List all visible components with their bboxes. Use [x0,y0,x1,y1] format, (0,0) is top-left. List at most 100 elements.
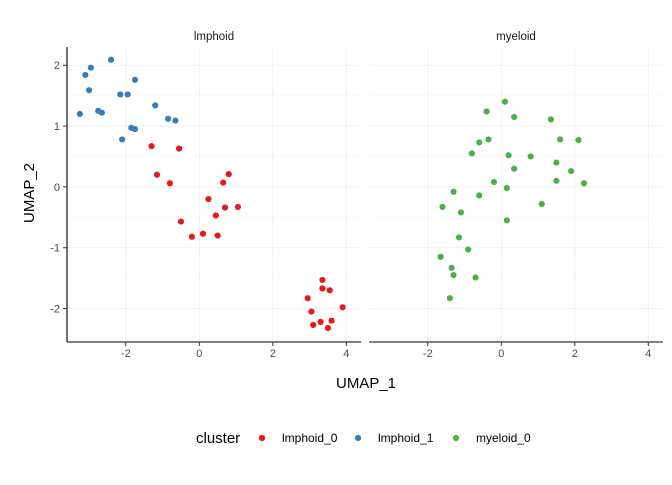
y-tick-label: 2 [54,60,60,72]
panel-myeloid: -2 0 2 4 myeloid [369,31,663,360]
x-tick-label: 0 [196,348,202,360]
data-point-myeloid_0 [483,108,490,115]
data-point-lmphoid_1 [108,56,115,63]
data-point-myeloid_0 [476,192,483,199]
data-point-myeloid_0 [450,271,457,279]
facet-strip-label: lmphoid [194,31,234,43]
data-point-myeloid_0 [490,178,498,186]
data-point-lmphoid_1 [76,110,83,118]
data-point-lmphoid_0 [319,285,326,292]
data-point-myeloid_0 [446,295,453,302]
data-point-myeloid_0 [437,253,444,260]
data-point-lmphoid_0 [212,212,219,219]
data-point-myeloid_0 [505,152,512,159]
data-point-lmphoid_1 [131,76,139,83]
data-point-lmphoid_1 [164,115,172,122]
data-point-lmphoid_0 [188,233,196,240]
data-point-myeloid_0 [503,217,510,224]
legend-title: cluster [196,430,240,447]
y-tick-label: 0 [54,182,60,194]
data-point-lmphoid_1 [87,64,94,71]
data-point-lmphoid_0 [319,276,326,284]
legend-label-myeloid_0: myeloid_0 [476,431,531,445]
data-point-lmphoid_1 [119,136,126,143]
facet-panels: -2 0 2 4 -2 -1 0 1 2 lmphoid -2 0 2 4 myeloid [50,31,663,360]
x-tick-label: -2 [423,348,433,360]
legend-label-lmphoid_0: lmphoid_0 [282,431,338,445]
data-point-lmphoid_0 [304,295,311,302]
data-point-lmphoid_1 [98,109,106,116]
legend-key-myeloid_0 [452,434,460,442]
data-point-myeloid_0 [557,136,564,143]
data-point-myeloid_0 [538,200,545,208]
data-point-myeloid_0 [527,153,534,160]
data-point-myeloid_0 [485,136,492,143]
data-point-lmphoid_0 [234,203,241,211]
data-point-lmphoid_0 [328,317,335,324]
data-point-lmphoid_1 [85,87,93,94]
data-point-myeloid_0 [448,264,455,271]
legend-key-lmphoid_1 [354,434,362,442]
data-point-lmphoid_0 [326,287,333,294]
data-point-myeloid_0 [465,246,472,253]
legend-label-lmphoid_1: lmphoid_1 [378,431,434,445]
data-point-lmphoid_0 [214,232,221,239]
data-point-myeloid_0 [568,167,575,175]
x-tick-label: 2 [572,348,578,360]
x-tick-label: 0 [498,348,504,360]
data-point-myeloid_0 [455,234,463,241]
legend-keys: lmphoid_0 lmphoid_1 myeloid_0 [258,431,531,445]
data-point-myeloid_0 [450,188,457,195]
data-point-lmphoid_0 [308,308,315,315]
data-point-lmphoid_0 [199,230,207,237]
data-point-lmphoid_1 [82,71,89,79]
data-point-myeloid_0 [468,150,475,157]
data-point-lmphoid_0 [225,171,232,178]
data-point-myeloid_0 [501,98,509,105]
y-tick-label: -2 [50,304,60,316]
data-point-myeloid_0 [511,165,518,172]
data-point-lmphoid_0 [220,179,227,186]
data-point-myeloid_0 [457,209,464,216]
data-point-lmphoid_0 [310,321,317,329]
x-axis-title: UMAP_1 [336,375,396,392]
data-point-myeloid_0 [553,177,560,184]
data-point-lmphoid_0 [177,218,185,225]
legend-key-lmphoid_0 [258,434,266,442]
data-point-lmphoid_0 [148,143,155,150]
y-axis-title: UMAP_2 [21,163,38,223]
data-point-myeloid_0 [472,274,479,281]
data-point-lmphoid_0 [339,304,346,311]
x-tick-label: -2 [121,348,131,360]
data-point-lmphoid_0 [153,171,161,178]
data-point-myeloid_0 [553,159,560,166]
data-point-lmphoid_0 [166,180,173,187]
data-point-lmphoid_0 [317,318,324,326]
x-tick-label: 2 [270,348,276,360]
data-point-lmphoid_0 [175,145,183,152]
data-point-myeloid_0 [575,136,582,144]
panel-lmphoid: -2 0 2 4 -2 -1 0 1 2 lmphoid [50,31,361,360]
y-tick-label: 1 [54,121,60,133]
data-point-myeloid_0 [503,185,510,192]
data-point-lmphoid_0 [324,324,332,332]
data-point-myeloid_0 [476,139,483,146]
data-point-myeloid_0 [580,180,588,187]
data-point-lmphoid_1 [131,126,139,133]
x-tick-label: 4 [343,348,349,360]
x-tick-label: 4 [645,348,651,360]
data-point-lmphoid_0 [205,195,212,203]
data-point-lmphoid_1 [172,117,179,124]
data-point-myeloid_0 [439,203,446,211]
y-tick-label: -1 [50,243,60,255]
data-point-lmphoid_1 [152,102,159,109]
data-point-lmphoid_1 [117,91,124,98]
legend: cluster lmphoid_0 lmphoid_1 myeloid_0 [196,430,531,447]
data-point-lmphoid_1 [124,91,131,98]
data-point-lmphoid_0 [221,204,229,211]
data-point-myeloid_0 [547,116,555,123]
data-point-myeloid_0 [511,113,518,121]
facet-strip-label: myeloid [496,31,536,43]
